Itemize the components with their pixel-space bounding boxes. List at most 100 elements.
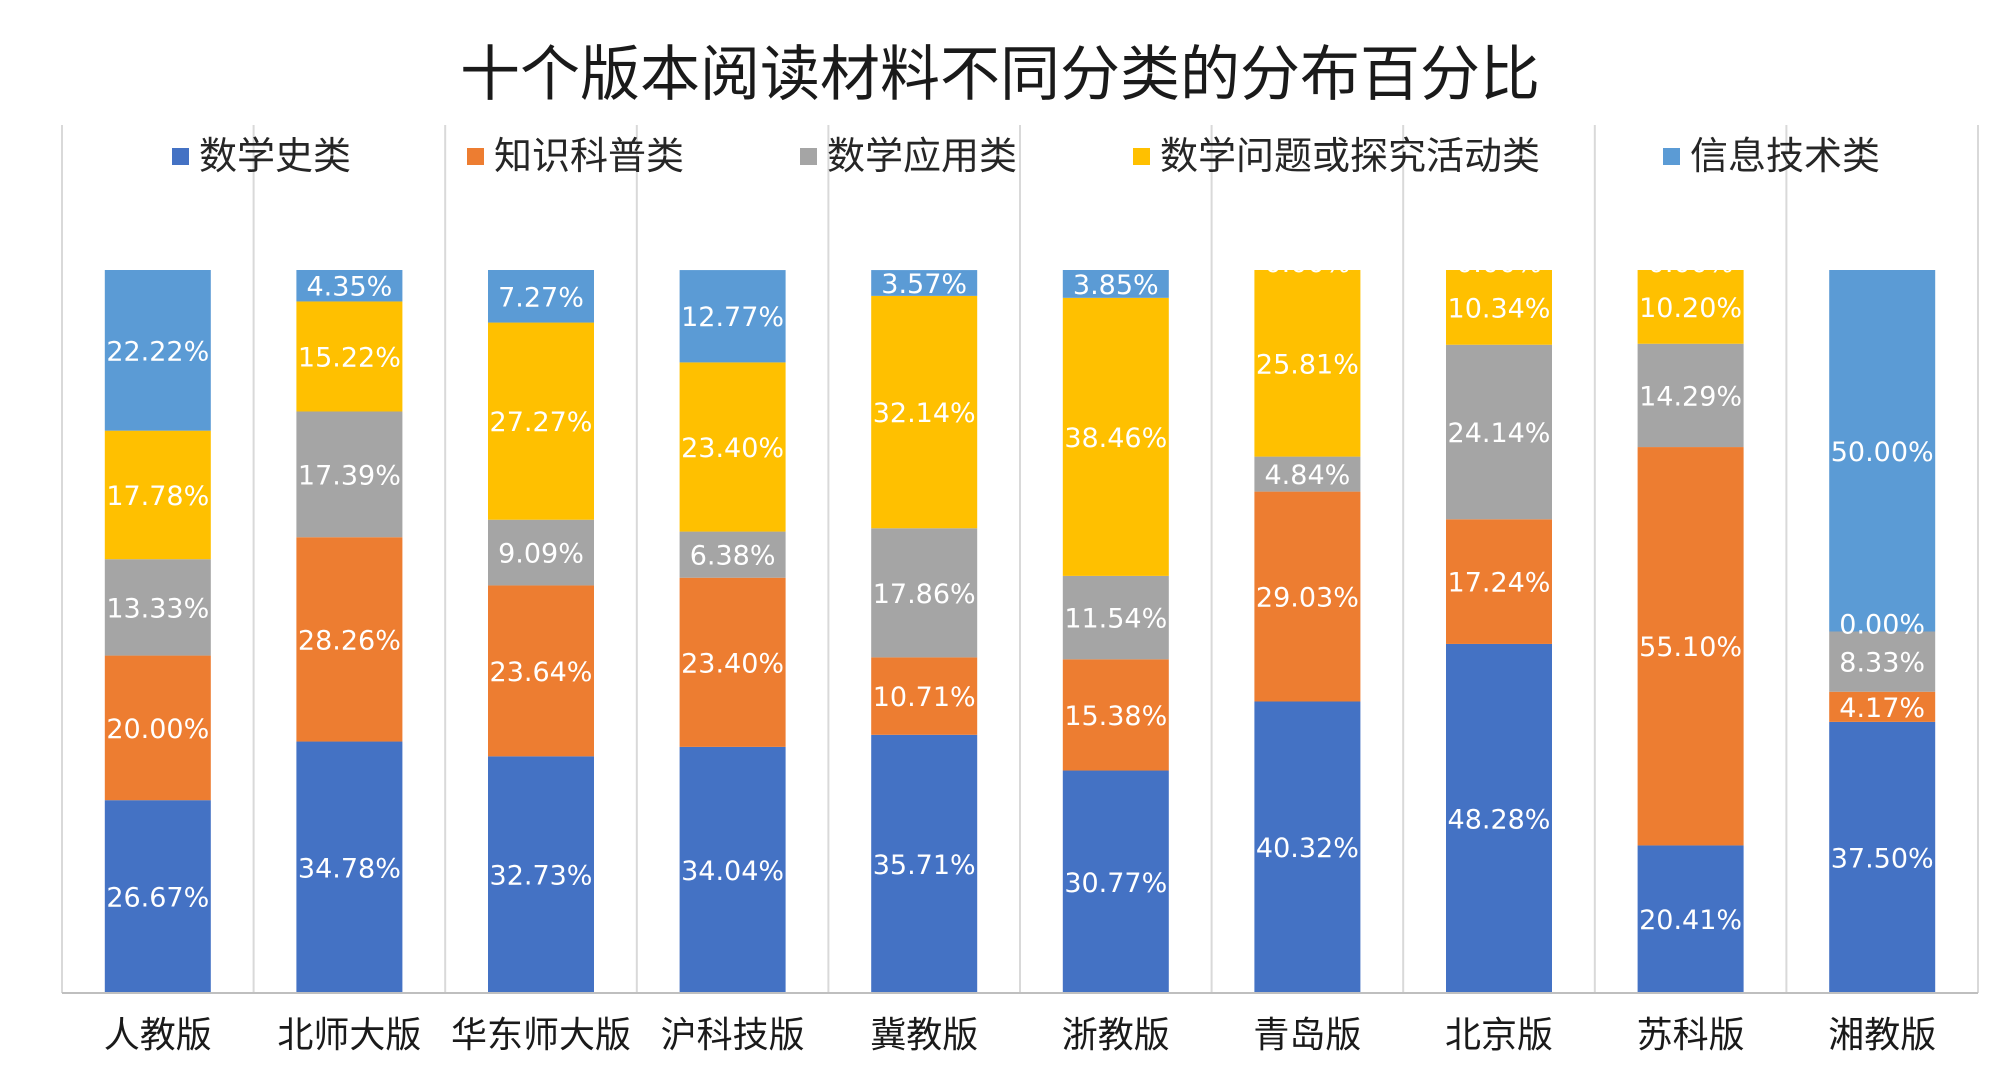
legend-item: 信息技术类 [1663,134,1880,178]
bar-segment [1637,343,1744,448]
legend-item: 数学应用类 [800,134,1017,178]
data-label: 23.64% [490,657,593,688]
data-label: 55.10% [1639,632,1742,663]
data-label: 12.77% [681,302,784,333]
bar-segment [104,270,211,431]
data-label: 25.81% [1256,349,1359,380]
data-label: 22.22% [106,336,209,367]
legend-swatch [172,148,189,165]
data-label: 20.41% [1639,905,1742,936]
data-label: 27.27% [490,407,593,438]
x-axis: 人教版 北师大版 华东师大版 沪科技版 冀教版 浙教版 青岛版 北京版 苏科版 湘教版 [62,992,1978,1056]
category-tick-label: 北师大版 [277,1015,421,1056]
data-label: 17.39% [298,460,401,491]
bar-segment [1446,344,1552,520]
data-label: 34.78% [298,853,401,884]
bars [104,270,1936,993]
data-label: 10.34% [1448,293,1551,324]
data-label: 10.71% [873,682,976,713]
bar-segment [679,362,786,532]
data-label: 30.77% [1064,868,1167,899]
bar-segment [1254,270,1361,457]
bar-segment [871,270,978,296]
bar-segment [296,301,403,412]
bar-segment [104,800,211,993]
gridlines [61,125,1979,993]
bar-segment [871,734,978,993]
category-tick-label: 湘教版 [1828,1015,1936,1056]
bar-segment [488,756,594,993]
data-label: 15.38% [1064,701,1167,732]
data-label: 20.00% [106,714,209,745]
bar-segment [296,270,403,302]
bar-segment [1829,721,1936,993]
bar-segment [871,295,978,529]
bar-segment [104,655,211,801]
data-label: 28.26% [298,625,401,656]
bar-segment [488,322,594,520]
data-label: 7.27% [498,282,584,313]
data-label: 32.14% [873,398,976,429]
data-label: 0.00% [1265,248,1351,279]
data-label: 32.73% [490,861,593,892]
data-label: 14.29% [1639,381,1742,412]
data-label: 4.84% [1265,460,1351,491]
bar-segment [488,585,594,757]
bar-segment [1829,270,1936,632]
data-label: 23.40% [681,648,784,679]
bar-segment [1829,691,1936,722]
legend-label: 数学应用类 [827,134,1017,178]
legend-swatch [1663,148,1680,165]
bar-segment [1254,701,1361,993]
data-label: 0.00% [1456,248,1542,279]
category-tick-label: 青岛版 [1253,1015,1361,1056]
category-tick-label: 沪科技版 [661,1015,805,1056]
legend-item: 知识科普类 [467,134,684,178]
legend-item: 数学问题或探究活动类 [1133,134,1540,178]
data-label: 17.24% [1448,568,1551,599]
bar-segment [488,270,594,323]
bar-segment [104,430,211,560]
data-label: 34.04% [681,856,784,887]
data-label: 17.86% [873,579,976,610]
data-label: 3.85% [1073,270,1159,301]
bar-segment [1254,491,1361,702]
data-label: 3.57% [881,269,967,300]
bar-segment [1062,270,1169,298]
data-label: 38.46% [1064,423,1167,454]
data-label: 13.33% [106,593,209,624]
legend-swatch [1133,148,1150,165]
data-label: 23.40% [681,433,784,464]
legend-label: 知识科普类 [494,134,684,178]
bar-segment [1637,270,1744,344]
data-label: 9.09% [498,539,584,570]
data-label: 11.54% [1064,604,1167,635]
bar-segment [1062,659,1169,771]
bar-segment [104,559,211,656]
bar-segment [1637,845,1744,993]
bar-segment [1062,297,1169,576]
bar-segment [1062,770,1169,993]
bar-segment [679,270,786,363]
data-label: 4.35% [307,272,393,303]
legend-label: 信息技术类 [1690,134,1880,178]
data-label: 6.38% [690,541,776,572]
category-tick-label: 苏科版 [1637,1015,1745,1056]
chart-title: 十个版本阅读材料不同分类的分布百分比 [460,40,1540,110]
bar-segment [679,577,786,747]
legend-item: 数学史类 [172,134,351,178]
data-label: 10.20% [1639,293,1742,324]
legend-swatch [800,148,817,165]
data-label: 48.28% [1448,804,1551,835]
data-label: 0.00% [1648,248,1734,279]
bar-segment [1829,631,1936,692]
legend: 数学史类 知识科普类 数学应用类 数学问题或探究活动类 信息技术类 [172,134,1880,178]
data-label: 26.67% [106,883,209,914]
legend-swatch [467,148,484,165]
bar-segment [1446,270,1552,345]
bar-segment [488,519,594,586]
data-labels: 26.67% 20.00% 13.33% 17.78% 22.22% 34.78% 28.2… [106,248,1933,936]
data-label: 35.71% [873,850,976,881]
data-label: 4.17% [1839,693,1925,724]
legend-label: 数学史类 [199,134,351,178]
